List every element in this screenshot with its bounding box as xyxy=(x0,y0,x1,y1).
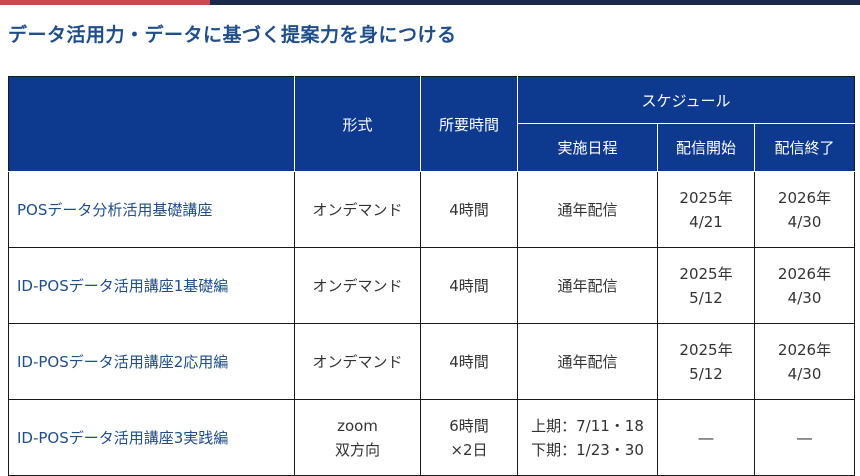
cell-date: 通年配信 xyxy=(517,323,658,400)
cell-course-name: ID-POSデータ活用講座3実践編 xyxy=(8,399,295,476)
cell-format-line: オンデマンド xyxy=(312,276,403,295)
cell-end-line: 2026年 xyxy=(777,340,832,359)
header-start: 配信開始 xyxy=(657,123,755,172)
cell-start-line: 5/12 xyxy=(689,364,723,383)
cell-end-line: 4/30 xyxy=(787,212,822,231)
cell-start-line: 2025年 xyxy=(679,188,733,207)
table-row: POSデータ分析活用基礎講座 オンデマンド 4時間 通年配信 2025年 4/21 2026… xyxy=(8,171,856,248)
cell-end-line: 4/30 xyxy=(787,364,822,383)
cell-start: ― xyxy=(657,399,755,476)
header-format: 形式 xyxy=(294,76,421,172)
cell-format-line: オンデマンド xyxy=(312,352,403,371)
cell-end-line: 2026年 xyxy=(777,188,832,207)
section-heading: データ活用力・データに基づく提案力を身につける xyxy=(8,24,457,46)
cell-end: ― xyxy=(753,399,856,476)
cell-duration-line: ×2日 xyxy=(450,440,488,459)
cell-end: 2026年 4/30 xyxy=(753,323,856,400)
cell-course-name: ID-POSデータ活用講座2応用編 xyxy=(8,323,295,400)
cell-start-line: 2025年 xyxy=(679,264,733,283)
cell-course-name: ID-POSデータ活用講座1基礎編 xyxy=(8,247,295,324)
table-row: ID-POSデータ活用講座3実践編 zoom 双方向 6時間 ×2日 上期：7/11・18… xyxy=(8,399,856,476)
table-row: ID-POSデータ活用講座2応用編 オンデマンド 4時間 通年配信 2025年 5/12 2… xyxy=(8,323,856,400)
cell-format: zoom 双方向 xyxy=(294,399,421,476)
cell-start-line: 5/12 xyxy=(689,288,723,307)
cell-date-line: 上期：7/11・18 xyxy=(531,416,644,435)
cell-duration: 6時間 ×2日 xyxy=(420,399,518,476)
cell-end-line: 2026年 xyxy=(777,264,832,283)
cell-start-line: 4/21 xyxy=(689,212,723,231)
cell-date-line: 通年配信 xyxy=(557,352,618,371)
cell-duration-line: 4時間 xyxy=(449,352,489,371)
cell-end: 2026年 4/30 xyxy=(753,247,856,324)
cell-start: 2025年 5/12 xyxy=(657,323,755,400)
header-schedule: スケジュール xyxy=(516,76,856,124)
cell-date: 通年配信 xyxy=(517,171,658,248)
cell-duration-line: 4時間 xyxy=(449,276,489,295)
cell-format: オンデマンド xyxy=(294,323,421,400)
accent-bar-red xyxy=(0,0,210,5)
cell-start: 2025年 5/12 xyxy=(657,247,755,324)
cell-start: 2025年 4/21 xyxy=(657,171,755,248)
cell-date: 上期：7/11・18 下期：1/23・30 xyxy=(517,399,658,476)
top-accent-bar xyxy=(0,0,860,5)
cell-format-line: オンデマンド xyxy=(312,200,403,219)
cell-duration-line: 6時間 xyxy=(449,416,489,435)
cell-format: オンデマンド xyxy=(294,171,421,248)
cell-duration: 4時間 xyxy=(420,171,518,248)
cell-end-line: 4/30 xyxy=(787,288,822,307)
schedule-table: 形式 所要時間 スケジュール 実施日程 配信開始 配信終了 POSデータ分析活用… xyxy=(8,76,856,476)
cell-format: オンデマンド xyxy=(294,247,421,324)
cell-format-line: 双方向 xyxy=(334,440,380,459)
table-row: ID-POSデータ活用講座1基礎編 オンデマンド 4時間 通年配信 2025年 5/12 2… xyxy=(8,247,856,324)
cell-duration: 4時間 xyxy=(420,323,518,400)
cell-date-line: 通年配信 xyxy=(557,200,618,219)
cell-duration-line: 4時間 xyxy=(449,200,489,219)
header-duration: 所要時間 xyxy=(420,76,518,172)
accent-bar-navy xyxy=(210,0,860,5)
header-date: 実施日程 xyxy=(517,123,658,172)
cell-date-line: 通年配信 xyxy=(557,276,618,295)
header-course-name xyxy=(8,76,295,172)
cell-start-line: ― xyxy=(698,428,714,447)
header-end: 配信終了 xyxy=(753,123,856,172)
cell-start-line: 2025年 xyxy=(679,340,733,359)
cell-end-line: ― xyxy=(797,428,813,447)
cell-end: 2026年 4/30 xyxy=(753,171,856,248)
cell-date-line: 下期：1/23・30 xyxy=(531,440,644,459)
cell-course-name: POSデータ分析活用基礎講座 xyxy=(8,171,295,248)
cell-format-line: zoom xyxy=(337,416,378,435)
cell-date: 通年配信 xyxy=(517,247,658,324)
cell-duration: 4時間 xyxy=(420,247,518,324)
